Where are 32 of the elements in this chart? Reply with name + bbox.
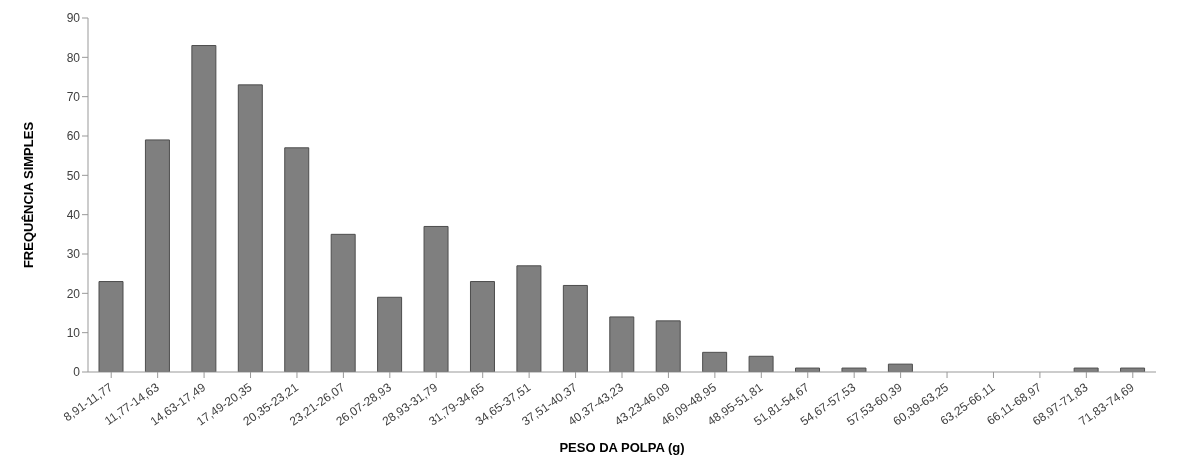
bar [841,367,867,372]
bar [377,296,403,372]
y-tick-label: 60 [66,129,81,144]
bar [284,147,310,372]
bar [98,281,124,372]
y-tick-label: 50 [66,168,81,183]
bar [748,355,774,372]
bar [1073,367,1099,372]
bar [330,233,356,372]
bar [516,265,542,372]
bar [191,45,217,372]
bar [1120,367,1146,372]
y-tick-label: 40 [66,207,81,222]
y-tick-label: 70 [66,89,81,104]
x-axis-title: PESO DA POLPA (g) [559,440,685,455]
bar [144,139,170,372]
y-tick-label: 10 [66,325,81,340]
bar [795,367,821,372]
y-tick-label: 0 [73,365,81,380]
bar [702,351,728,372]
bar [609,316,635,372]
y-tick-label: 30 [66,247,81,262]
bar [655,320,681,372]
bar [423,225,449,372]
y-tick-label: 90 [66,11,81,26]
y-tick-label: 20 [66,286,81,301]
bar [887,363,913,372]
bar [562,284,588,372]
bar [469,281,495,372]
y-tick-label: 80 [66,50,81,65]
y-axis-title: FREQUÊNCIA SIMPLES [20,121,36,269]
bar [237,84,263,372]
